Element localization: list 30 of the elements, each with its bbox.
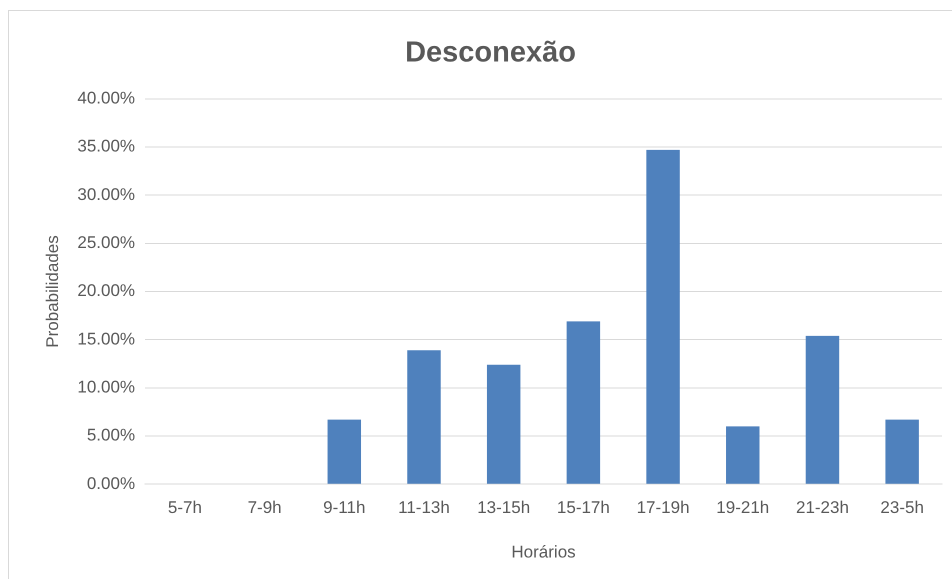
bar [646,150,680,484]
x-tick-label: 5-7h [168,498,202,518]
bar [806,336,840,484]
y-tick-label: 30.00% [77,184,136,204]
y-tick-label: 0.00% [86,474,136,493]
bar [566,321,600,484]
x-tick-label: 11-13h [398,498,450,518]
chart-title: Desconexão [405,36,576,68]
x-tick-label: 13-15h [477,498,530,518]
bar [885,420,919,484]
y-tick-label: 40.00% [77,88,136,108]
y-tick-label: 25.00% [77,233,136,252]
x-tick-label: 21-23h [796,498,849,518]
y-tick-label: 15.00% [77,329,136,348]
x-tick-label: 17-19h [636,498,690,518]
y-tick-label: 35.00% [77,136,136,156]
bar [726,426,760,484]
y-tick-label: 10.00% [77,378,136,397]
bar [328,420,362,484]
y-tick-label: 20.00% [77,281,136,300]
x-axis-title: Horários [511,542,576,562]
y-tick-label: 5.00% [86,426,136,445]
x-tick-label: 7-9h [248,498,282,518]
bar [407,350,441,484]
x-tick-label: 15-17h [556,498,610,518]
x-tick-label: 19-21h [716,498,770,518]
x-tick-label: 9-11h [323,498,366,518]
bar [486,364,520,484]
y-axis-title: Probabilidades [42,235,62,348]
x-tick-label: 23-5h [880,498,924,518]
